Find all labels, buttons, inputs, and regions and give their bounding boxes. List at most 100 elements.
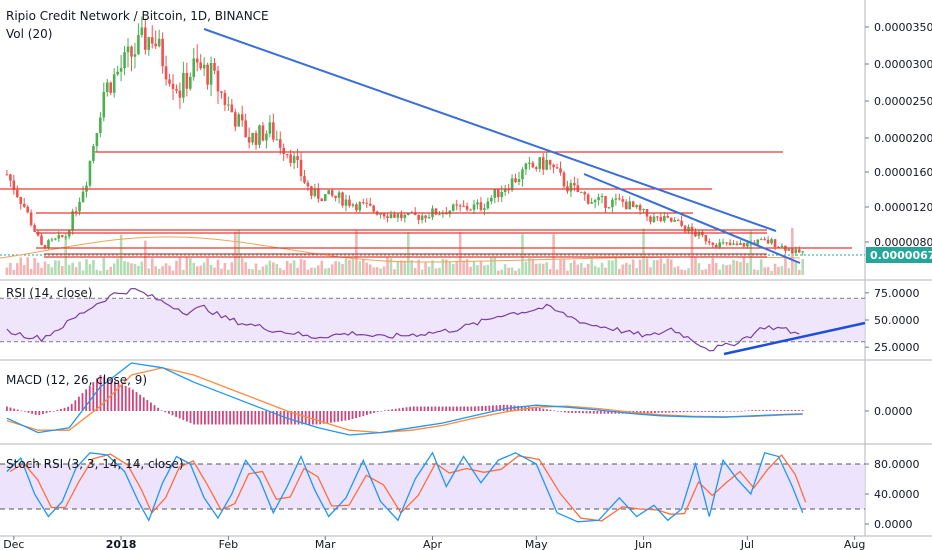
candle-body (344, 199, 348, 206)
candle-body (400, 214, 403, 219)
macd-histogram-bar (283, 411, 286, 425)
candle-body (611, 199, 614, 208)
price-pane[interactable] (0, 16, 865, 275)
rsi-pane[interactable] (0, 287, 866, 356)
candle-body (427, 217, 431, 219)
candle-body (403, 214, 407, 219)
macd-histogram-bar (348, 411, 350, 421)
volume-bar (479, 261, 483, 275)
candle-body (593, 200, 597, 203)
candle-body (590, 202, 593, 204)
macd-histogram-bar (481, 406, 484, 411)
candle-body (787, 248, 791, 251)
macd-histogram-bar (643, 411, 646, 414)
macd-pane[interactable] (6, 362, 804, 436)
volume-bar (545, 262, 548, 275)
x-axis-label: Jul (740, 538, 754, 550)
candle-body (552, 164, 555, 168)
candle-body (524, 163, 528, 170)
stoch-pane[interactable] (0, 451, 865, 523)
volume-bar (78, 261, 81, 275)
candle-body (64, 236, 68, 238)
candle-body (638, 205, 642, 211)
volume-bar (209, 264, 213, 275)
candle-body (12, 180, 16, 191)
candle-body (794, 249, 798, 253)
volume-bar (597, 267, 600, 275)
macd-histogram-bar (294, 411, 296, 425)
volume-bar (43, 261, 47, 275)
candle-body (26, 206, 29, 213)
volume-bar (223, 263, 227, 275)
candle-body (254, 132, 258, 145)
macd-histogram-bar (495, 405, 498, 411)
macd-histogram-bar (9, 407, 12, 411)
candle-body (43, 244, 47, 249)
macd-histogram-bar (232, 411, 235, 425)
volume-bar (382, 266, 386, 275)
candle-body (548, 159, 552, 165)
macd-histogram-bar (430, 406, 433, 411)
volume-bar (417, 259, 420, 275)
candle-body (74, 211, 78, 213)
macd-histogram-bar (362, 411, 365, 416)
macd-histogram-bar (409, 406, 412, 411)
volume-bar (334, 261, 337, 275)
macd-histogram-bar (456, 406, 458, 411)
volume-bar (756, 270, 760, 275)
candle-body (368, 203, 372, 206)
volume-bar (427, 266, 431, 275)
candle-body (500, 192, 503, 198)
macd-histogram-bar (351, 411, 354, 420)
macd-histogram-bar (499, 404, 502, 411)
candle-body (36, 231, 40, 236)
macd-histogram-bar (744, 410, 746, 412)
volume-bar (36, 262, 40, 275)
volume-bar (642, 228, 645, 275)
volume-bar (237, 229, 241, 275)
volume-bar (67, 264, 71, 275)
macd-histogram-bar (650, 411, 653, 414)
candle-body (40, 235, 43, 245)
volume-bar (240, 258, 244, 275)
volume-bar (362, 259, 365, 275)
volume-bar (265, 264, 268, 275)
candle-body (683, 225, 687, 232)
stoch-axis-label: 0.0000 (874, 518, 913, 531)
volume-bar (476, 265, 479, 275)
macd-histogram-bar (207, 411, 210, 425)
volume-bar (718, 269, 721, 275)
volume-bar (607, 260, 611, 275)
volume-bar (189, 258, 192, 275)
volume-bar (393, 269, 396, 275)
volume-bar (573, 260, 576, 275)
volume-bar (157, 268, 161, 275)
candle-body (434, 208, 438, 215)
macd-histogram-bar (603, 411, 606, 414)
volume-bar (746, 262, 749, 275)
volume-bar (317, 265, 320, 275)
volume-bar (763, 267, 766, 275)
volume-bar (116, 258, 119, 275)
candle-body (327, 190, 330, 195)
macd-histogram-bar (762, 410, 764, 411)
x-axis-label: Dec (3, 538, 24, 550)
candle-body (320, 198, 324, 202)
candle-body (313, 188, 317, 196)
macd-histogram-bar (27, 411, 30, 413)
macd-histogram-bar (754, 410, 757, 411)
candle-body (420, 215, 424, 220)
candle-body (614, 198, 618, 200)
volume-bar (261, 266, 265, 275)
volume-bar (766, 267, 770, 275)
candle-body (130, 46, 133, 57)
volume-bar (182, 269, 185, 275)
macd-histogram-bar (272, 411, 275, 425)
volume-bar (375, 267, 379, 275)
volume-bar (438, 267, 441, 275)
volume-bar (434, 268, 438, 275)
macd-histogram-bar (243, 411, 246, 425)
volume-bar (230, 262, 234, 275)
candle-body (659, 216, 663, 222)
candle-body (303, 176, 306, 183)
